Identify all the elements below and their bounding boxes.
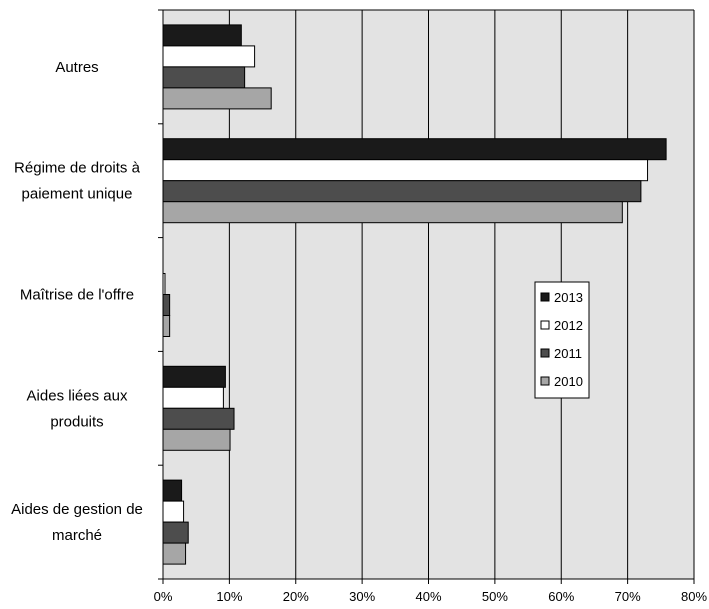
x-tick-label: 30% (349, 589, 375, 604)
bar-2010 (162, 201, 623, 224)
x-tick-label: 0% (154, 589, 173, 604)
x-tick-label: 80% (681, 589, 707, 604)
bar-2012 (162, 45, 256, 68)
bar-2011 (162, 407, 235, 430)
bar-2013 (162, 479, 183, 502)
legend-swatch (540, 348, 550, 358)
category-label: Autres (55, 59, 98, 76)
category-label: marché (52, 527, 102, 544)
x-tick-label: 50% (482, 589, 508, 604)
legend-label: 2010 (554, 374, 583, 389)
category-label: paiement unique (22, 186, 133, 203)
legend-label: 2012 (554, 318, 583, 333)
bar-2011 (162, 294, 171, 316)
bar-2011 (162, 521, 189, 544)
x-tick-label: 20% (283, 589, 309, 604)
bar-2010 (162, 428, 231, 451)
category-label: Régime de droits à (14, 160, 141, 177)
category-label: Aides liées aux (27, 387, 128, 404)
bar-2012 (162, 159, 649, 182)
bar-2011 (162, 66, 246, 89)
x-tick-labels: 0% 10% 20% 30% 40% 50% 60% 70% 80% (154, 589, 708, 604)
bar-2012 (162, 500, 185, 523)
legend-swatch (540, 376, 550, 386)
legend-label: 2011 (554, 346, 582, 361)
x-tick-label: 60% (548, 589, 574, 604)
legend-label: 2013 (554, 290, 583, 305)
x-tick-label: 10% (216, 589, 242, 604)
legend: 2013 2012 2011 2010 (534, 281, 590, 399)
bar-2010 (162, 542, 187, 565)
bar-2013 (162, 138, 667, 161)
legend-swatch (540, 292, 550, 302)
bar-2013 (162, 24, 242, 47)
bar-2013 (162, 365, 226, 388)
category-label: produits (50, 413, 103, 430)
bars (162, 24, 667, 565)
bar-2012 (162, 386, 224, 409)
x-tick-label: 70% (615, 589, 641, 604)
axes (158, 9, 695, 584)
x-tick-label: 40% (415, 589, 441, 604)
bar-2010 (162, 315, 171, 337)
category-label: Maîtrise de l'offre (20, 287, 134, 304)
legend-swatch (540, 320, 550, 330)
bar-2011 (162, 180, 642, 203)
category-labels: Autres Régime de droits à paiement unique M… (11, 59, 143, 544)
bar-2010 (162, 87, 272, 110)
category-label: Aides de gestion de (11, 501, 143, 518)
